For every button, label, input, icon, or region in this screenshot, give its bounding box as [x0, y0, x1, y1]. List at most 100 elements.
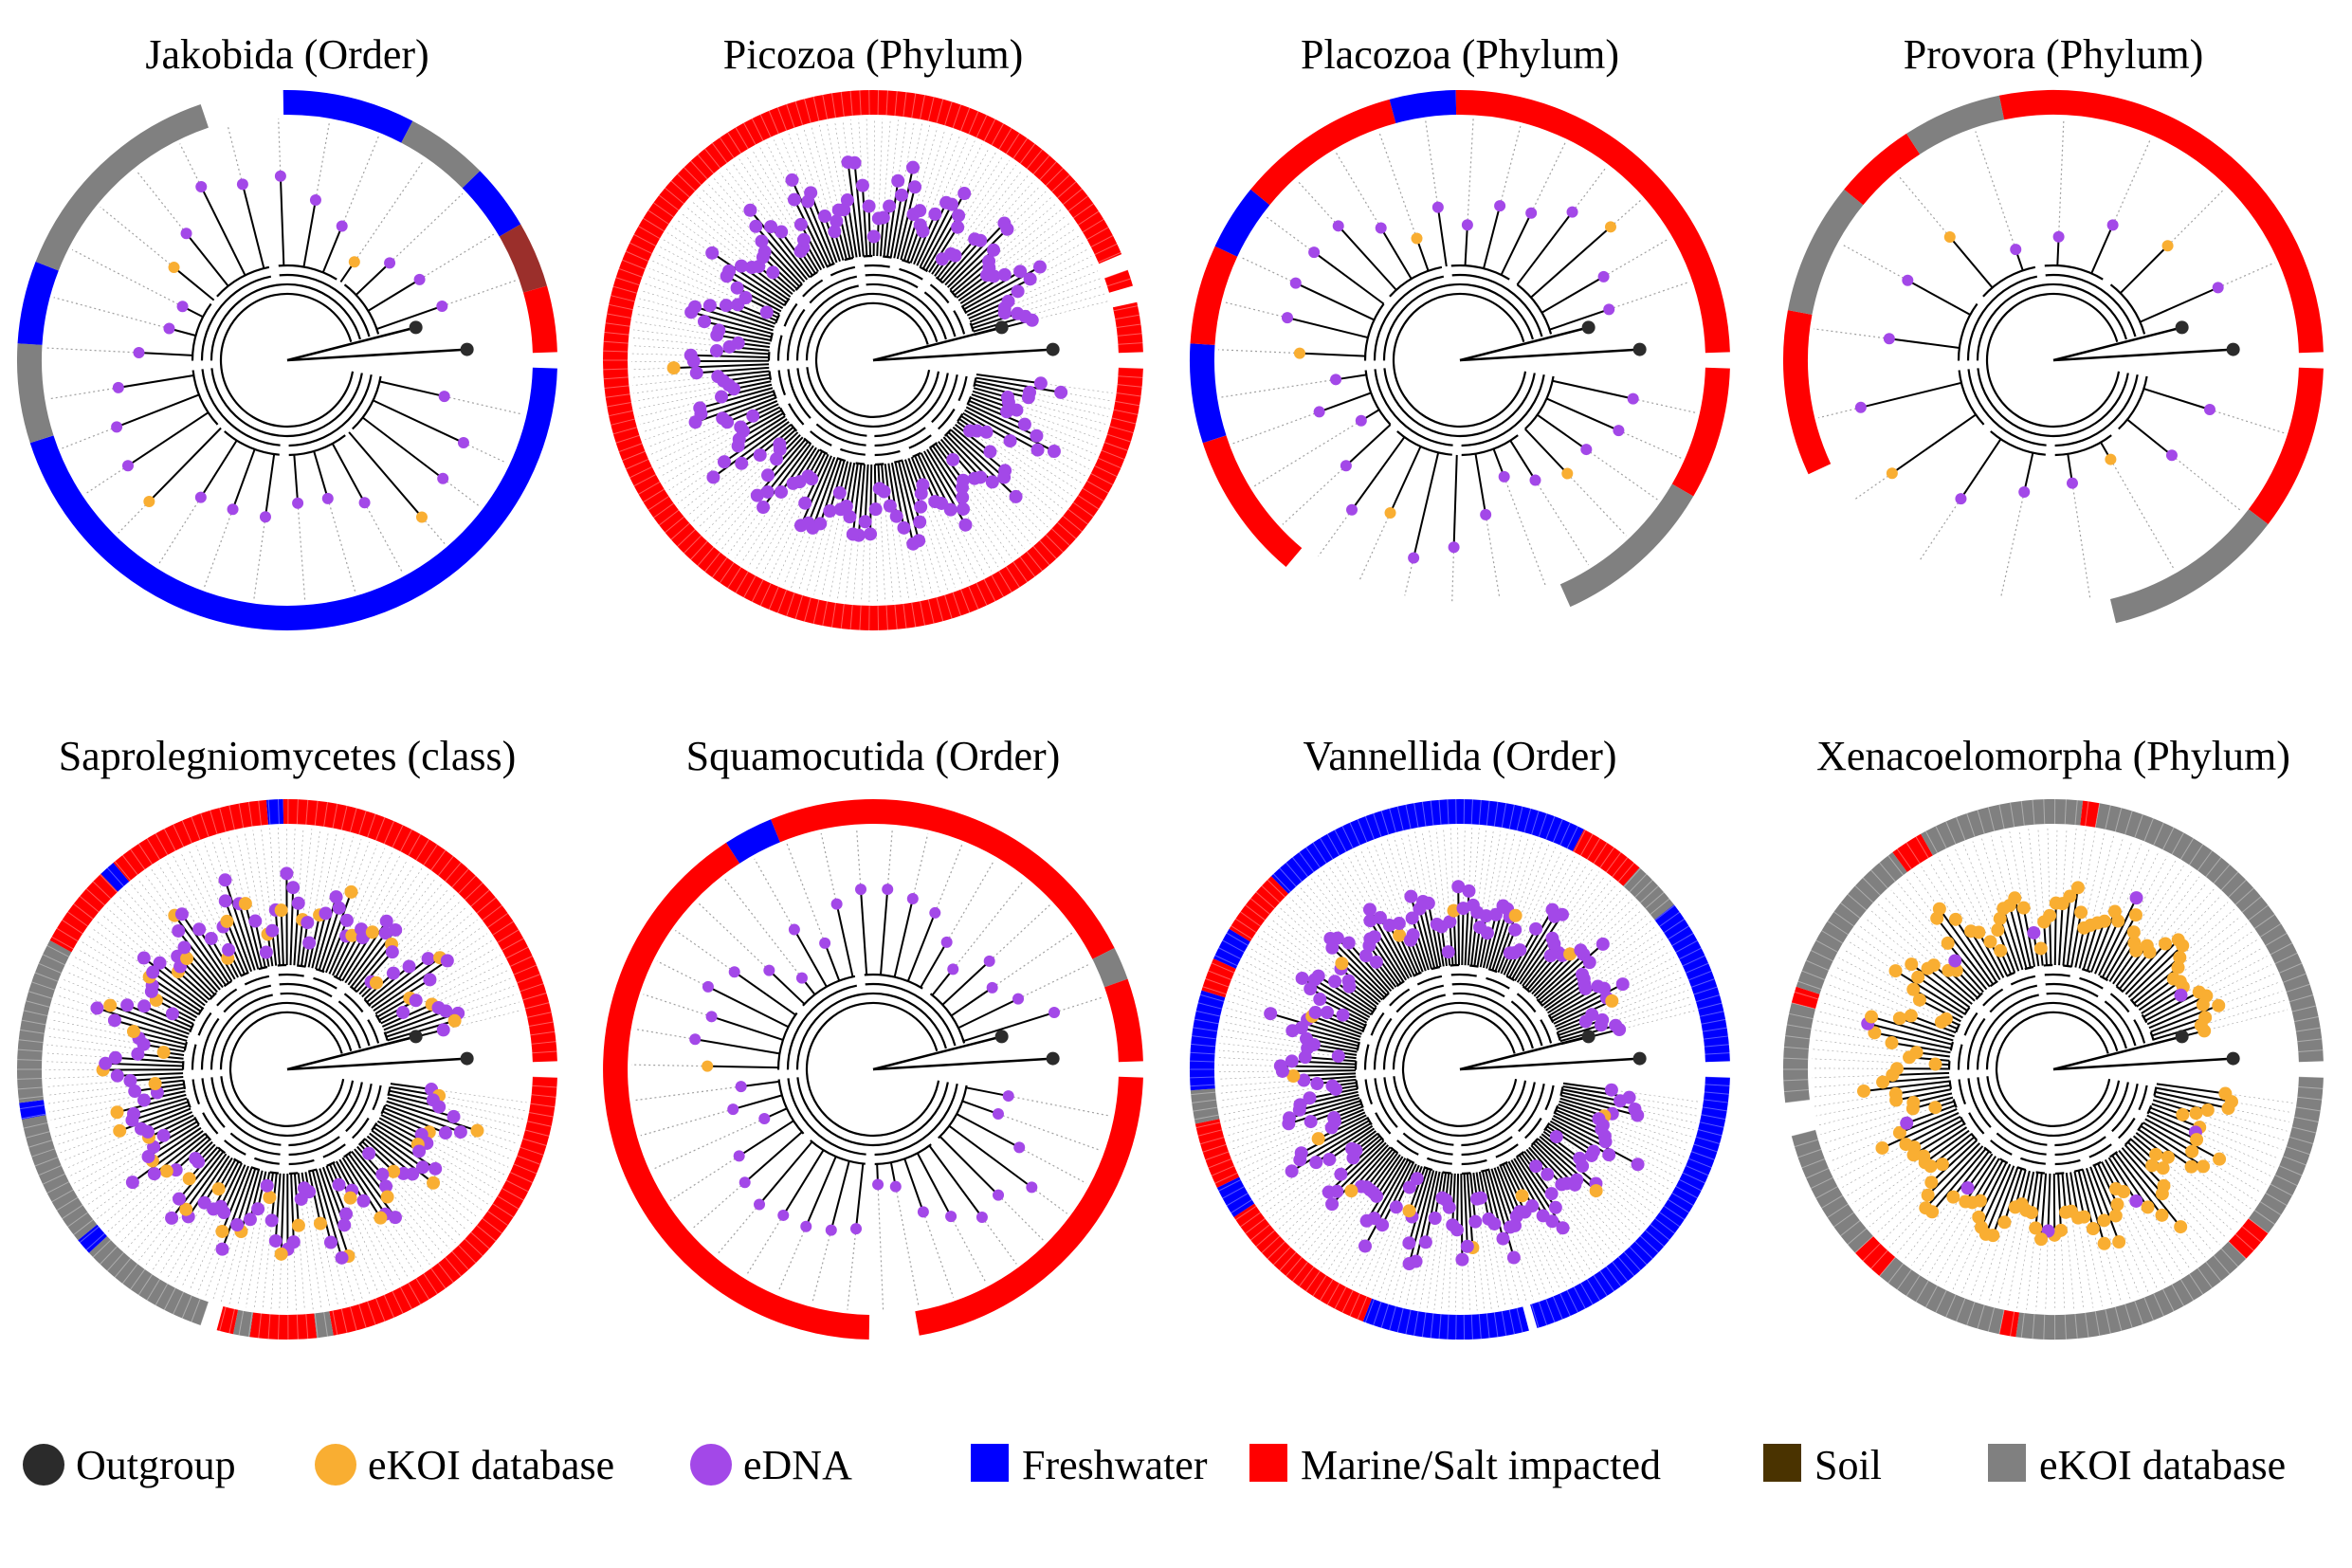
ring-segment-freshwater [29, 367, 557, 630]
edna-tip [218, 894, 232, 908]
edna-tip [1854, 401, 1867, 413]
tree-panel-saprolegniomycetes: Saprolegniomycetes (class) [17, 733, 557, 1340]
edna-tip [131, 1047, 145, 1061]
edna-tip [1313, 406, 1325, 418]
ekoi-tip [2174, 1220, 2188, 1234]
ekoi-tip [2161, 1150, 2175, 1164]
ring-segment-marine [1791, 986, 1820, 1010]
edna-tip [436, 300, 448, 312]
ring-segment-marine [1250, 99, 1396, 206]
edna-tip [111, 421, 123, 433]
edna-tip [110, 1068, 124, 1083]
edna-tip [321, 492, 334, 504]
edna-tip [906, 893, 919, 905]
ekoi-tip [1959, 1194, 1973, 1209]
edna-tip [1529, 474, 1541, 486]
ekoi-tip [2161, 240, 2174, 252]
edna-tip [1498, 470, 1510, 483]
edna-tip [319, 906, 333, 921]
edna-tip [1446, 1218, 1460, 1232]
habitat-ring [17, 798, 557, 1340]
edna-tip [955, 481, 969, 495]
edna-tip [1443, 915, 1457, 929]
edna-tip [864, 527, 878, 541]
ekoi-tip [702, 1060, 714, 1072]
ekoi-tip [2173, 951, 2187, 965]
edna-tip [1460, 1239, 1474, 1253]
edna-tip [1614, 1094, 1628, 1108]
edna-tip [112, 381, 124, 393]
edna-tip [1566, 206, 1578, 218]
ekoi-tip [1924, 1176, 1939, 1190]
edna-tip [793, 217, 808, 231]
ekoi-tip [1935, 1158, 1949, 1172]
ring-segment-marine [2228, 1218, 2269, 1259]
edna-tip [1030, 428, 1044, 443]
legend-label: Marine/Salt impacted [1301, 1442, 1661, 1488]
edna-tip [438, 1126, 452, 1140]
ekoi-tip [1972, 925, 1986, 939]
ekoi-tip [1508, 908, 1522, 922]
ekoi-tip [110, 1105, 124, 1120]
edna-tip [876, 210, 890, 225]
edna-tip [1013, 264, 1028, 279]
edna-tip [1363, 914, 1377, 928]
edna-tip [133, 347, 145, 359]
ekoi-tip [1928, 1057, 1942, 1071]
ekoi-tip [113, 1123, 127, 1138]
edna-tip [917, 1206, 929, 1218]
ekoi-tip [2108, 1209, 2123, 1223]
outgroup [2052, 1030, 2240, 1071]
edna-tip [1631, 1158, 1645, 1172]
edna-tip [447, 1109, 461, 1123]
edna-tip [743, 203, 757, 217]
edna-tip [987, 269, 1001, 283]
edna-tip [335, 1250, 349, 1265]
edna-tip [895, 188, 909, 202]
edna-tip [757, 501, 771, 515]
ekoi-tip [1865, 1010, 1879, 1024]
ring-segment-marine [283, 798, 557, 1063]
edna-tip [1536, 1209, 1550, 1223]
ring-segment-marine [1103, 978, 1143, 1063]
ring-segment-freshwater [78, 1224, 108, 1253]
edna-tip [1496, 1231, 1510, 1246]
edna-tip [1341, 974, 1356, 988]
edna-tip [1346, 503, 1358, 516]
ekoi-tip [470, 1123, 484, 1138]
ring-segment-ekoi_ring [17, 939, 72, 1103]
ekoi-tip [1892, 1012, 1906, 1026]
edna-tip [716, 411, 730, 426]
edna-tip [1900, 1116, 1914, 1130]
edna-tip [1613, 1022, 1627, 1036]
edna-tip [286, 881, 301, 895]
edna-tip [916, 224, 930, 238]
ring-ticks [1783, 799, 2324, 1340]
edna-tip [753, 448, 767, 463]
ekoi-tip [1997, 1215, 2012, 1230]
edna-tip [735, 456, 749, 470]
ring-segment-ekoi_ring [1623, 867, 1674, 921]
edna-tip [832, 485, 847, 500]
ekoi-tip [2034, 1232, 2049, 1247]
ring-segment-ekoi_ring [2095, 803, 2324, 1063]
ekoi-tip [415, 511, 428, 523]
edna-tip [192, 922, 207, 937]
edna-tip [1330, 374, 1342, 386]
edna-tip [1297, 1073, 1311, 1087]
ekoi-tip [263, 1191, 277, 1205]
ekoi-tip [2141, 1200, 2155, 1214]
edna-tip [963, 424, 977, 438]
edna-tip [1404, 889, 1418, 903]
edna-tip [858, 515, 872, 529]
edna-tip [947, 963, 959, 975]
edna-tip [908, 180, 922, 194]
ekoi-tip [1904, 1009, 1918, 1023]
ring-segment-marine [915, 1076, 1143, 1336]
edna-tip [1325, 1197, 1340, 1212]
ekoi-tip [1919, 1201, 1933, 1215]
edna-tip [796, 232, 811, 246]
ekoi-tip [291, 1218, 305, 1232]
edna-tip [439, 1004, 453, 1018]
